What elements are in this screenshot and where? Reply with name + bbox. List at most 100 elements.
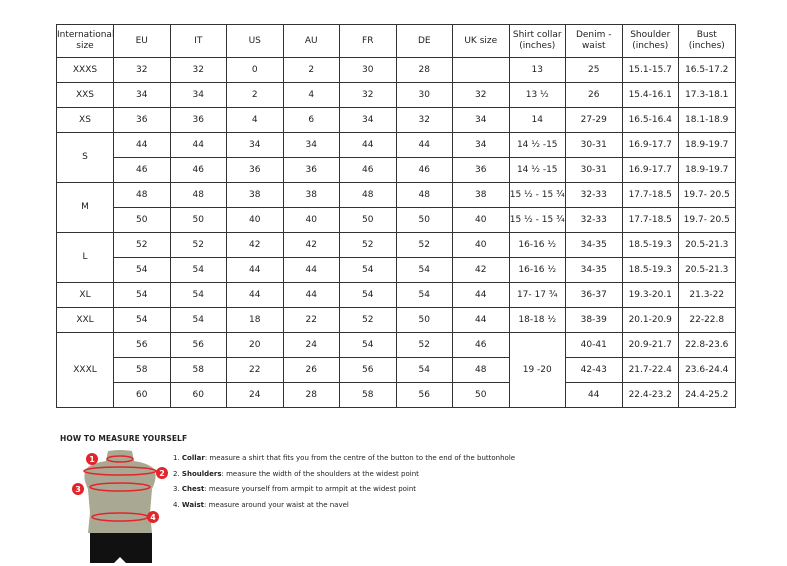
table-cell: 44	[226, 282, 284, 308]
table-cell: 20	[226, 332, 284, 358]
table-cell: 48	[395, 182, 453, 208]
table-cell: 54	[395, 357, 453, 383]
column-header: Shoulder (inches)	[621, 24, 679, 58]
column-header: Shirt collar (inches)	[508, 24, 566, 58]
measure-steps: 1. Collar: measure a shirt that fits you…	[173, 451, 515, 514]
table-cell: 46	[169, 157, 227, 183]
table-cell: 44	[452, 282, 510, 308]
table-cell: 54	[339, 282, 397, 308]
table-cell: 20.1-20.9	[621, 307, 679, 333]
table-cell: 34-35	[565, 257, 623, 283]
table-cell: 4	[226, 107, 284, 133]
table-cell: 54	[113, 282, 171, 308]
table-cell: 40	[282, 207, 340, 233]
table-cell: 50	[395, 207, 453, 233]
table-cell: 50	[113, 207, 171, 233]
table-row: S 44 44 34 34 44 44 34 14 ½ -15 30-31 16.9-17.7 18.…	[56, 132, 736, 183]
column-header: EU	[113, 24, 171, 58]
step-waist: 4. Waist: measure around your waist at t…	[173, 501, 349, 510]
table-cell: 50	[452, 382, 510, 408]
table-cell: 52	[395, 232, 453, 258]
table-cell: 54	[395, 282, 453, 308]
table-cell: 52	[339, 307, 397, 333]
table-cell: 14 ½ -15	[508, 132, 566, 158]
table-cell: 15 ½ - 15 ¾	[508, 207, 566, 233]
international-size-cell: XXXS	[56, 57, 114, 83]
table-cell: 18.1-18.9	[678, 107, 736, 133]
table-cell: 52	[339, 232, 397, 258]
table-row: 54 54 44 44 54 54 42 16-16 ½ 34-35 18.5-19.3 20.5-…	[57, 257, 736, 283]
table-cell: 40-41	[565, 332, 623, 358]
column-header: DE	[395, 24, 453, 58]
table-cell: 46	[395, 157, 453, 183]
table-cell: 16.5-17.2	[678, 57, 736, 83]
table-cell: 22.4-23.2	[621, 382, 679, 408]
table-cell: 32	[169, 57, 227, 83]
table-cell: 27-29	[565, 107, 623, 133]
step-chest: 3. Chest: measure yourself from armpit t…	[173, 485, 417, 494]
table-row: L 52 52 42 42 52 52 40 16-16 ½ 34-35 18.5-19.3 20.5…	[56, 232, 736, 283]
table-cell: 50	[339, 207, 397, 233]
table-cell: 6	[282, 107, 340, 133]
table-cell: 44	[169, 132, 227, 158]
table-cell: 42	[282, 232, 340, 258]
table-cell: 42	[226, 232, 284, 258]
table-cell: 38	[226, 182, 284, 208]
table-cell: 18.9-19.7	[678, 132, 736, 158]
measure-title: HOW TO MEASURE YOURSELF	[60, 434, 188, 443]
table-row: 58 58 22 26 56 54 48 42-43 21.7-22.4 23.6-24.4	[57, 357, 736, 383]
table-cell: 18.5-19.3	[621, 232, 679, 258]
table-row: M 48 48 38 38 48 48 38 15 ½ - 15 ¾ 32-33 17.7-18.5…	[56, 182, 736, 233]
table-cell: 15.4-16.1	[621, 82, 679, 108]
international-size-cell: S	[56, 132, 114, 183]
svg-text:2: 2	[159, 469, 165, 478]
table-cell: 40	[452, 207, 510, 233]
table-cell: 48	[339, 182, 397, 208]
table-cell: 17.3-18.1	[678, 82, 736, 108]
table-cell: 50	[395, 307, 453, 333]
table-cell: 56	[339, 357, 397, 383]
table-cell: 44	[339, 132, 397, 158]
international-size-cell: XXS	[56, 82, 114, 108]
table-cell: 22-22.8	[678, 307, 736, 333]
table-cell: 38	[282, 182, 340, 208]
table-cell: 16.5-16.4	[621, 107, 679, 133]
table-cell: 36	[169, 107, 227, 133]
step-shoulders: 2. Shoulders: measure the width of the s…	[173, 469, 419, 478]
table-cell: 40	[452, 232, 510, 258]
collar-line	[106, 455, 134, 463]
table-cell: 32	[113, 57, 171, 83]
table-cell: 18-18 ½	[508, 307, 566, 333]
table-cell: 54	[339, 332, 397, 358]
column-header: AU	[282, 24, 340, 58]
column-header: US	[226, 24, 284, 58]
table-row: 50 50 40 40 50 50 40 15 ½ - 15 ¾ 32-33 17.7-18.5 1…	[57, 207, 736, 233]
marker-2-icon	[156, 467, 168, 479]
table-cell: 60	[113, 382, 171, 408]
table-cell: 32-33	[565, 207, 623, 233]
table-cell: 54	[339, 257, 397, 283]
table-cell: 32	[339, 82, 397, 108]
table-cell: 52	[113, 232, 171, 258]
table-cell: 14 ½ -15	[508, 157, 566, 183]
table-cell: 46	[452, 332, 510, 358]
size-chart-table: International size EU IT US AU FR DE UK size Shi…	[56, 24, 736, 408]
table-cell: 17- 17 ¾	[508, 282, 566, 308]
table-row: XXS 34 34 2 4 32 30 32 13 ½ 26 15.4-16.1 17.3-18.1	[56, 82, 736, 108]
table-cell: 38	[452, 182, 510, 208]
marker-4-icon	[147, 511, 159, 523]
international-size-cell: L	[56, 232, 114, 283]
table-cell: 34	[169, 82, 227, 108]
table-cell: 52	[395, 332, 453, 358]
chest-line	[89, 482, 151, 492]
column-header: Bust (inches)	[678, 24, 736, 58]
table-cell: 17.7-18.5	[621, 182, 679, 208]
table-cell: 46	[113, 157, 171, 183]
table-cell: 19.3-20.1	[621, 282, 679, 308]
table-cell: 34	[339, 107, 397, 133]
table-cell: 56	[395, 382, 453, 408]
table-cell: 56	[169, 332, 227, 358]
table-cell: 44	[113, 132, 171, 158]
table-cell: 50	[169, 207, 227, 233]
table-cell: 38-39	[565, 307, 623, 333]
